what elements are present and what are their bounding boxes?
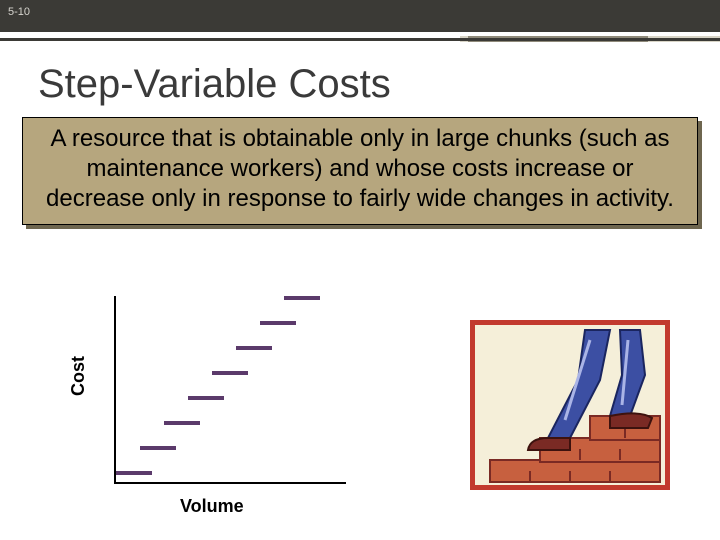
header-bar: 5-10 [0,0,720,32]
stairs-clipart [470,320,670,490]
step-segment [236,346,272,350]
step-chart: Cost Volume [60,296,380,516]
definition-text: A resource that is obtainable only in la… [46,125,674,212]
definition-box: A resource that is obtainable only in la… [22,117,698,225]
x-axis [114,482,346,484]
x-axis-label: Volume [180,496,244,517]
divider-line [0,38,720,41]
step-segment [164,421,200,425]
y-axis [114,296,116,484]
step-segment [140,446,176,450]
step-segment [188,396,224,400]
slide-number: 5-10 [8,6,30,18]
step-segment [116,471,152,475]
divider [0,32,720,48]
page-title: Step-Variable Costs [38,62,720,107]
step-segment [260,321,296,325]
step-segment [212,371,248,375]
y-axis-label: Cost [68,356,89,396]
step-segment [284,296,320,300]
